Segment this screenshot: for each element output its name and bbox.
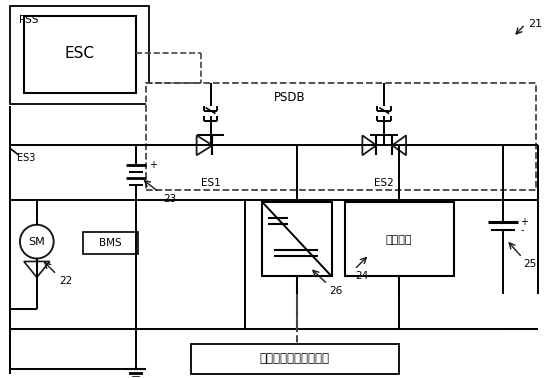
- Text: 25: 25: [523, 259, 537, 270]
- Text: BMS: BMS: [99, 238, 121, 248]
- Text: +: +: [520, 217, 528, 227]
- Text: 26: 26: [330, 286, 343, 296]
- Text: 24: 24: [356, 271, 369, 281]
- Text: +: +: [149, 160, 157, 170]
- Text: ES1: ES1: [201, 178, 220, 188]
- Text: PSS: PSS: [19, 15, 39, 25]
- Text: 22: 22: [60, 276, 73, 287]
- Text: 23: 23: [163, 194, 176, 204]
- Text: ES3: ES3: [17, 153, 35, 163]
- Text: ハイブリッドシステム: ハイブリッドシステム: [260, 352, 330, 365]
- Text: PSDB: PSDB: [274, 91, 306, 104]
- Text: 電気負荷: 電気負荷: [386, 235, 413, 245]
- Text: 21: 21: [528, 19, 542, 29]
- Bar: [344, 202, 454, 276]
- Text: ESC: ESC: [64, 45, 94, 60]
- Bar: [262, 202, 331, 276]
- Bar: [10, 6, 149, 104]
- Bar: [191, 344, 399, 373]
- Bar: [146, 83, 536, 190]
- Text: SM: SM: [29, 237, 45, 246]
- Bar: [24, 16, 136, 93]
- Bar: [83, 232, 138, 254]
- Text: -: -: [520, 225, 524, 235]
- Text: ES2: ES2: [375, 178, 394, 188]
